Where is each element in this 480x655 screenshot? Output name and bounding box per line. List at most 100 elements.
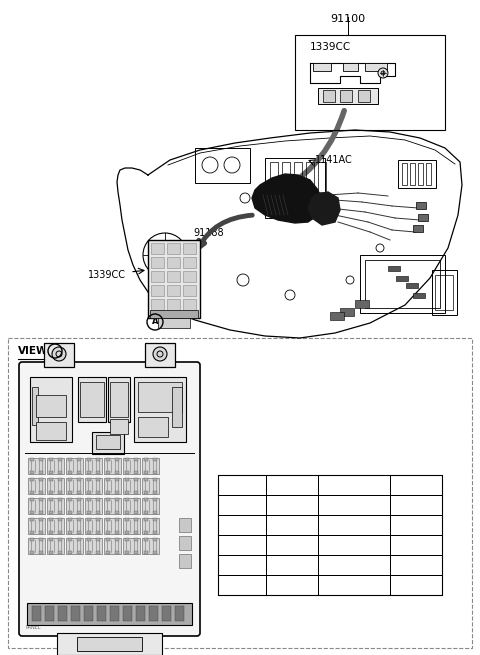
Bar [85, 518, 102, 534]
Bar [30, 551, 34, 554]
Bar [108, 377, 130, 422]
Bar [49, 478, 53, 481]
Bar [96, 518, 100, 521]
Text: SYMBOL: SYMBOL [221, 481, 263, 489]
Text: a: a [239, 500, 245, 510]
Bar [58, 471, 62, 474]
Bar [49, 471, 53, 474]
Bar [390, 515, 442, 535]
Bar [58, 511, 62, 514]
Bar [144, 518, 148, 521]
Bar [87, 491, 91, 494]
Bar [92, 432, 124, 454]
Text: 10A: 10A [406, 500, 426, 510]
Bar [49, 551, 53, 554]
Text: REMARK: REMARK [395, 481, 437, 489]
Bar [134, 377, 186, 442]
Bar [39, 478, 43, 481]
Bar [153, 551, 157, 554]
Bar [87, 538, 91, 541]
Bar [343, 63, 358, 71]
Bar [115, 538, 119, 541]
Bar [115, 518, 119, 521]
Bar [106, 518, 110, 521]
Text: 18980J: 18980J [276, 500, 308, 510]
Bar [402, 163, 407, 185]
Bar [104, 538, 121, 554]
Bar [142, 458, 159, 474]
Bar [125, 471, 129, 474]
Bar [30, 478, 34, 481]
Bar [153, 471, 157, 474]
Bar [28, 518, 45, 534]
Bar [340, 90, 352, 102]
Bar [410, 163, 415, 185]
Bar [77, 471, 81, 474]
Polygon shape [252, 174, 322, 223]
Bar [426, 163, 431, 185]
Bar [179, 518, 191, 532]
Bar [115, 498, 119, 501]
Bar [151, 285, 164, 296]
Bar [318, 88, 378, 104]
Bar [106, 458, 110, 461]
Bar [28, 498, 45, 514]
Bar [87, 531, 91, 534]
Bar [123, 606, 132, 621]
Bar [58, 606, 67, 621]
Bar [96, 551, 100, 554]
Bar [45, 606, 54, 621]
Bar [134, 551, 138, 554]
Bar [96, 498, 100, 501]
Text: KEY NO: KEY NO [273, 481, 311, 489]
Bar [144, 458, 148, 461]
Bar [30, 471, 34, 474]
Text: 1141AC: 1141AC [315, 155, 353, 165]
Bar [96, 531, 100, 534]
Bar [106, 498, 110, 501]
Bar [115, 511, 119, 514]
Bar [87, 518, 91, 521]
Bar [39, 471, 43, 474]
Bar [77, 491, 81, 494]
Bar [148, 240, 200, 318]
Bar [8, 338, 472, 648]
Circle shape [52, 347, 66, 361]
Bar [39, 498, 43, 501]
Bar [58, 491, 62, 494]
Bar [318, 162, 326, 192]
Bar [77, 511, 81, 514]
Circle shape [153, 347, 167, 361]
Bar [125, 551, 129, 554]
Bar [152, 268, 178, 286]
Bar [390, 495, 442, 515]
Bar [162, 606, 171, 621]
Bar [30, 511, 34, 514]
Bar [266, 575, 318, 595]
Bar [142, 518, 159, 534]
Bar [144, 531, 148, 534]
Bar [144, 511, 148, 514]
Bar [77, 538, 81, 541]
Bar [106, 511, 110, 514]
Bar [318, 495, 390, 515]
Bar [49, 458, 53, 461]
Bar [172, 387, 182, 427]
Bar [134, 498, 138, 501]
Bar [144, 471, 148, 474]
Bar [282, 162, 290, 192]
Bar [175, 606, 184, 621]
Bar [435, 275, 453, 310]
Bar [358, 90, 370, 102]
Bar [68, 518, 72, 521]
Bar [266, 475, 318, 495]
Bar [125, 478, 129, 481]
Bar [153, 498, 157, 501]
Text: A: A [152, 318, 158, 326]
Bar [153, 478, 157, 481]
Bar [30, 531, 34, 534]
Bar [30, 498, 34, 501]
Bar [58, 458, 62, 461]
Bar [39, 551, 43, 554]
Bar [183, 243, 196, 254]
